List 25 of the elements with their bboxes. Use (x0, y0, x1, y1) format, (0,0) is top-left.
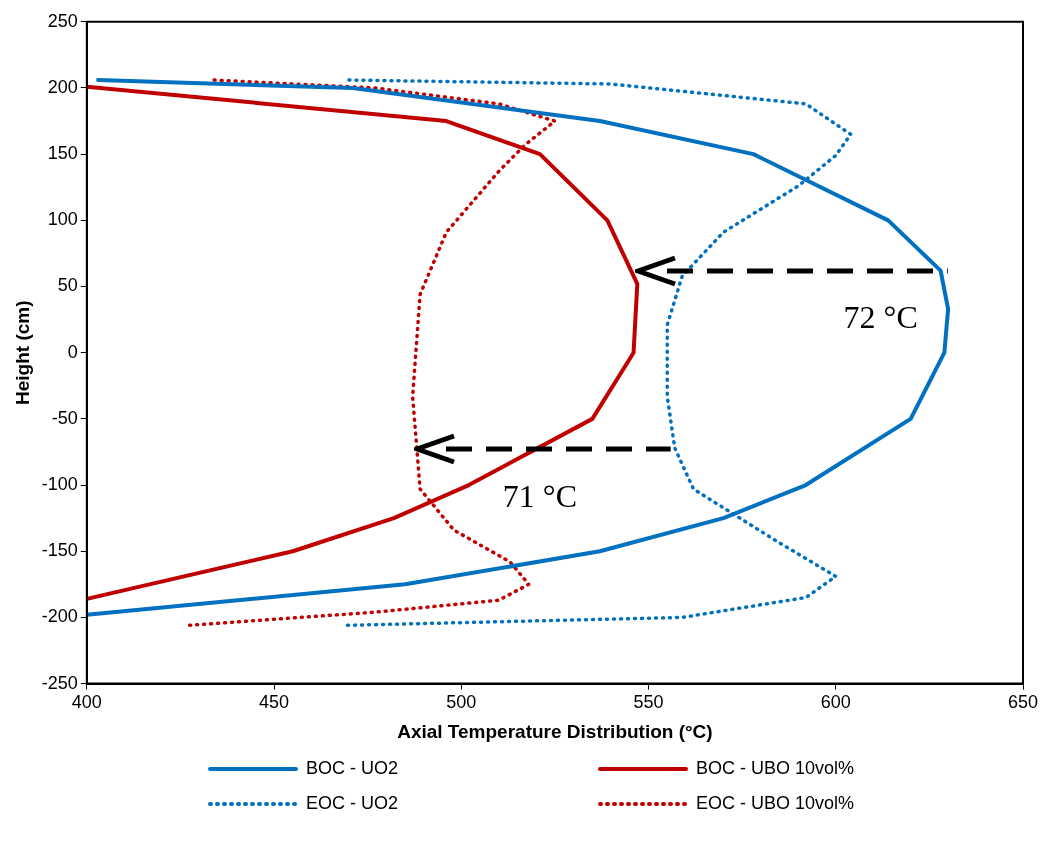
x-tick-label: 450 (259, 692, 290, 713)
annotation: 71 °C (502, 477, 577, 515)
y-axis-title: Height (cm) (11, 300, 33, 405)
y-tick-label: -50 (51, 407, 78, 428)
y-tick-label: 0 (67, 341, 78, 362)
x-tick-label: 550 (633, 692, 664, 713)
x-tick-label: 500 (446, 692, 477, 713)
x-axis-title: Axial Temperature Distribution (°C) (397, 720, 713, 742)
y-tick-label: -200 (41, 606, 78, 627)
legend-label: BOC - UBO 10vol% (696, 758, 855, 779)
y-tick-label: 250 (47, 10, 78, 31)
y-tick-label: 50 (57, 275, 78, 296)
y-tick-label: -250 (41, 672, 78, 693)
legend-label: EOC - UO2 (306, 793, 399, 814)
x-tick-label: 600 (820, 692, 851, 713)
y-tick-label: 200 (47, 76, 78, 97)
x-tick-label: 400 (71, 692, 102, 713)
y-tick-label: -100 (41, 474, 78, 495)
legend-label: EOC - UBO 10vol% (696, 793, 855, 814)
annotation: 72 °C (843, 298, 918, 336)
y-tick-label: 150 (47, 143, 78, 164)
y-tick-label: 100 (47, 209, 78, 230)
y-tick-label: -150 (41, 540, 78, 561)
x-tick-label: 650 (1007, 692, 1039, 713)
legend-label: BOC - UO2 (306, 758, 399, 779)
